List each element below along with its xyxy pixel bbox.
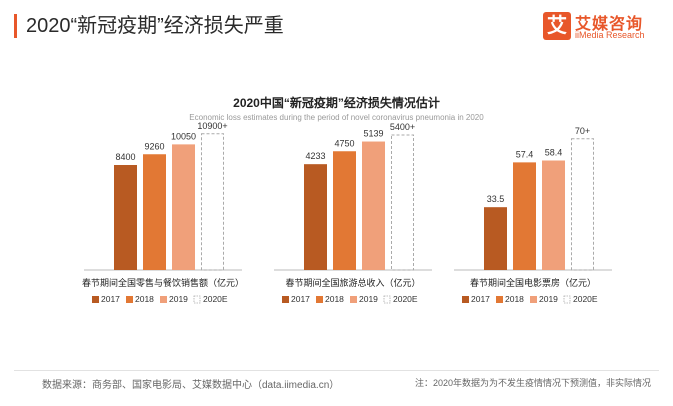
bar-value-label: 10050 [171,131,196,141]
legend-label: 2018 [505,294,524,304]
bar-2019 [362,141,385,270]
legend-swatch-2017 [92,296,99,303]
logo-text-en: iiMedia Research [575,30,645,40]
footnote: 注：2020年数据为为不发生疫情情况下预测值，非实际情况 [414,378,651,388]
legend-swatch-2018 [316,296,323,303]
logo-glyph: 艾 [547,15,567,37]
legend-label: 2020E [393,294,418,304]
legend-label: 2017 [291,294,310,304]
legend-swatch-2018 [126,296,133,303]
bar-value-label: 70+ [575,126,590,136]
legend-swatch-2017 [282,296,289,303]
footer-divider [14,370,659,371]
legend-label: 2019 [169,294,188,304]
legend-swatch-2020E [193,295,201,304]
data-source: 数据来源：商务部、国家电影局、艾媒数据中心（data.iimedia.cn） [42,380,340,391]
bar-2017 [304,164,327,270]
bar-value-label: 5400+ [390,122,415,132]
legend-label: 2020E [573,294,598,304]
bar-2020E [571,138,594,271]
brand-logo: 艾 艾媒咨询 iiMedia Research [543,10,663,44]
bar-value-label: 9260 [144,141,164,151]
chart-subtitle: Economic loss estimates during the perio… [189,113,484,122]
title-accent-bar [14,14,17,38]
legend-label: 2020E [203,294,228,304]
bar-value-label: 58.4 [545,148,563,158]
bar-2020E [391,134,414,271]
bar-value-label: 33.5 [487,194,505,204]
legend-label: 2018 [325,294,344,304]
legend-swatch-2020E [563,295,571,304]
bar-2017 [114,165,137,270]
bar-2019 [542,160,565,270]
legend-swatch-2019 [350,296,357,303]
bar-2018 [143,154,166,270]
bar-2018 [333,151,356,270]
legend-label: 2019 [539,294,558,304]
bar-value-label: 5139 [363,129,383,139]
bar-value-label: 8400 [115,152,135,162]
bar-value-label: 4233 [305,151,325,161]
bar-value-label: 10900+ [197,121,227,131]
legend-swatch-2018 [496,296,503,303]
bar-2020E [201,133,224,271]
legend-label: 2018 [135,294,154,304]
legend-label: 2017 [471,294,490,304]
bar-2017 [484,207,507,270]
legend-swatch-2019 [530,296,537,303]
chart-title: 2020中国“新冠疫期”经济损失情况估计 [233,96,440,110]
logo-text-cn: 艾媒咨询 [575,16,644,33]
legend-label: 2019 [359,294,378,304]
logo-icon [543,12,571,40]
chart-xlabel: 春节期间全国旅游总收入（亿元） [285,277,420,288]
bar-2019 [172,144,195,270]
legend-swatch-2019 [160,296,167,303]
legend-swatch-2017 [462,296,469,303]
legend-swatch-2020E [383,295,391,304]
page-title: 2020“新冠疫期”经济损失严重 [26,15,284,37]
bar-value-label: 57.4 [516,149,534,159]
chart-xlabel: 春节期间全国零售与餐饮销售额（亿元） [82,277,244,288]
bar-value-label: 4750 [334,138,354,148]
bar-2018 [513,162,536,270]
chart-xlabel: 春节期间全国电影票房（亿元） [470,277,596,288]
legend-label: 2017 [101,294,120,304]
